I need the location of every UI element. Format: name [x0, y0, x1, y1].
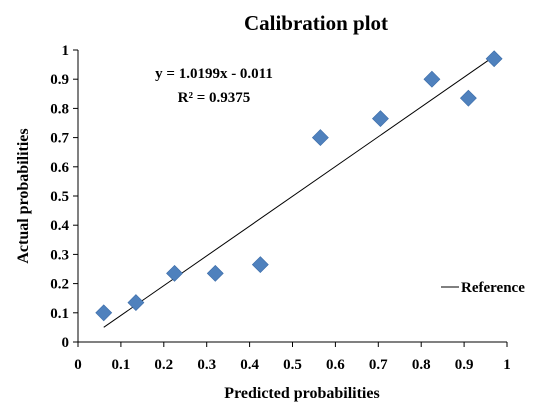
y-tick-label: 0.8: [50, 101, 69, 117]
y-tick-label: 0.6: [50, 160, 69, 176]
data-point-1: [95, 304, 113, 322]
data-point-5: [251, 256, 269, 274]
data-point-7: [372, 110, 389, 128]
x-axis-ticks: 0 0.1 0.2 0.3 0.4 0.5 0.6 0.7 0.8 0.9 1: [74, 342, 511, 373]
data-point-9: [459, 89, 477, 107]
data-points: [95, 50, 503, 322]
y-tick-label: 0.3: [50, 247, 69, 263]
chart-title: Calibration plot: [244, 11, 388, 35]
y-axis-ticks: 0 0.1 0.2 0.3 0.4 0.5 0.6 0.7 0.8 0.9 1: [50, 43, 78, 351]
y-tick-label: 0.4: [50, 218, 69, 234]
x-tick-label: 0.5: [283, 357, 302, 373]
trendline-r-squared: R² = 0.9375: [178, 90, 251, 106]
x-tick-label: 0.3: [197, 357, 216, 373]
y-tick-label: 0.1: [50, 306, 69, 322]
x-tick-label: 0.1: [112, 357, 131, 373]
y-tick-label: 0.7: [50, 131, 69, 147]
y-tick-label: 0.5: [50, 189, 69, 205]
data-point-10: [485, 50, 503, 68]
y-tick-label: 0: [62, 335, 70, 351]
data-point-3: [166, 264, 183, 282]
x-tick-label: 0.9: [455, 357, 474, 373]
y-axis-label: Actual probabilities: [15, 128, 32, 263]
x-tick-label: 0.2: [154, 357, 173, 373]
y-tick-label: 0.2: [50, 277, 69, 293]
data-point-4: [206, 264, 224, 282]
legend: Reference: [441, 280, 525, 296]
x-tick-label: 0.4: [240, 357, 259, 373]
y-tick-label: 1: [62, 43, 70, 59]
data-point-8: [423, 70, 441, 88]
x-tick-label: 0.7: [369, 357, 388, 373]
legend-label: Reference: [461, 280, 525, 296]
reference-trendline: [103, 55, 495, 328]
trendline-equation: y = 1.0199x - 0.011: [155, 66, 273, 82]
x-tick-label: 1: [503, 357, 511, 373]
x-tick-label: 0.6: [326, 357, 345, 373]
x-tick-label: 0: [74, 357, 82, 373]
data-point-6: [311, 129, 329, 147]
data-point-2: [127, 294, 145, 312]
y-tick-label: 0.9: [50, 72, 69, 88]
x-axis-label: Predicted probabilities: [224, 385, 379, 402]
x-tick-label: 0.8: [412, 357, 431, 373]
